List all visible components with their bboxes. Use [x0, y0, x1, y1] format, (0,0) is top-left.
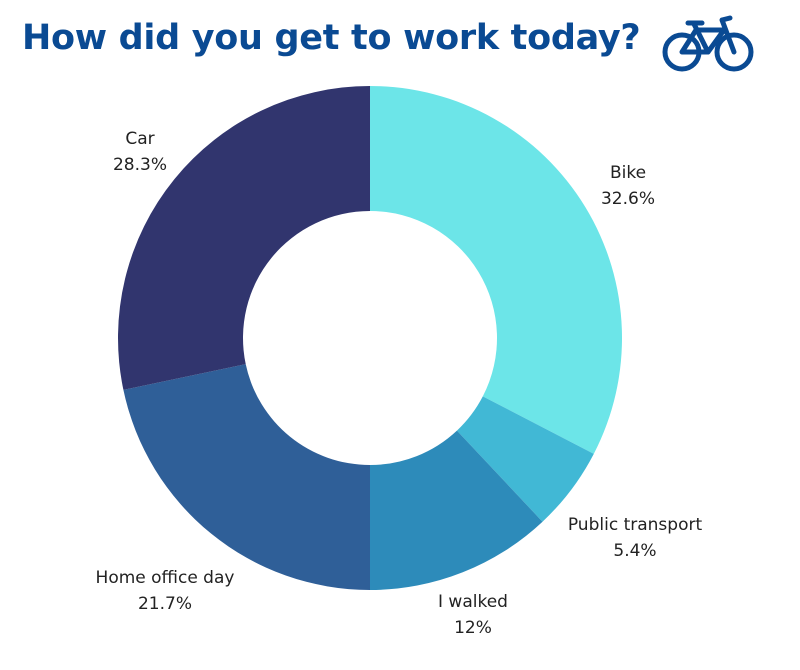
slice-labels: Bike 32.6% Public transport 5.4% I walked 12%… — [96, 129, 703, 638]
donut-slice-car — [118, 86, 370, 390]
slice-label-value: 28.3% — [113, 155, 167, 175]
donut-slice-home-office-day — [123, 364, 370, 590]
slice-label-name: Public transport — [568, 515, 703, 535]
slice-label-name: I walked — [438, 592, 508, 612]
bicycle-icon — [662, 15, 754, 72]
slice-label-value: 12% — [454, 618, 492, 638]
donut-slice-public-transport — [456, 396, 594, 522]
slice-label-name: Home office day — [96, 568, 235, 588]
donut-slices — [118, 86, 622, 590]
donut-slice-i-walked — [370, 430, 543, 590]
slice-label-value: 5.4% — [613, 541, 656, 561]
donut-slice-bike — [370, 86, 622, 454]
slice-label-name: Bike — [610, 163, 646, 183]
slice-label-value: 21.7% — [138, 594, 192, 614]
slice-label-name: Car — [125, 129, 154, 149]
slice-label-value: 32.6% — [601, 189, 655, 209]
chart-title: How did you get to work today? — [22, 18, 641, 58]
